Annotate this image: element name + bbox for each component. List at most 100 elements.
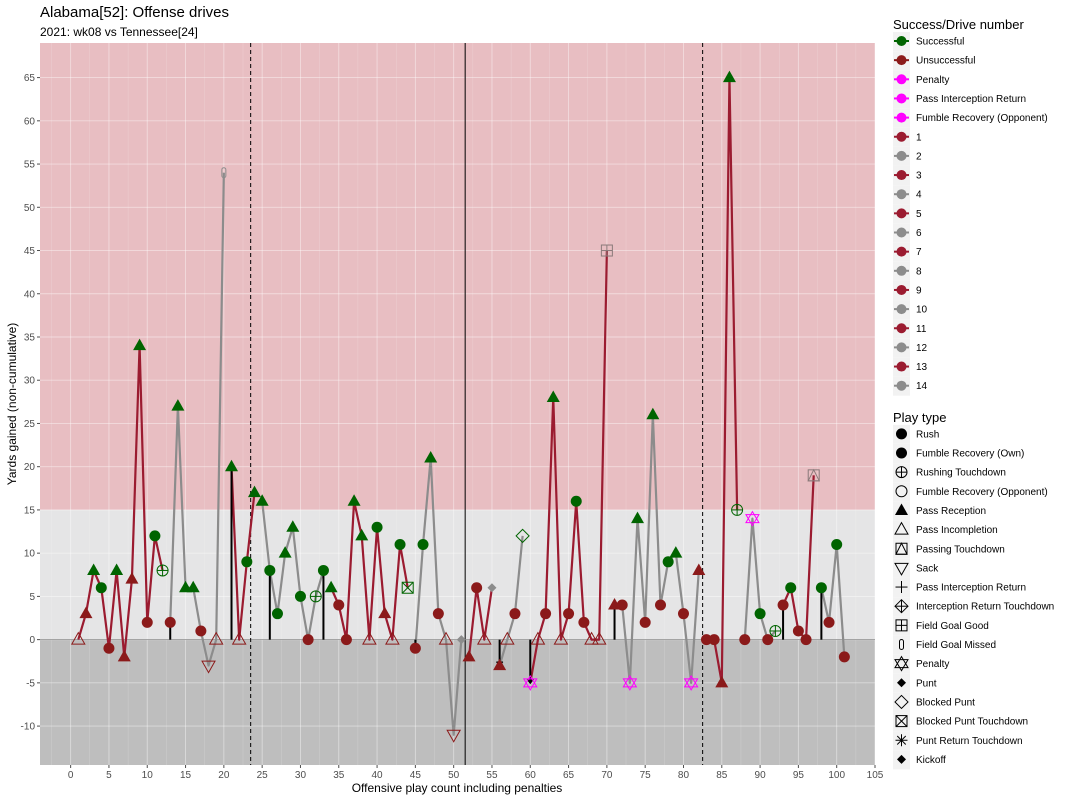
play-marker	[164, 616, 176, 628]
marker-shape	[302, 634, 314, 646]
legend-key-marker	[896, 428, 907, 440]
play-marker	[700, 634, 712, 646]
x-tick-label: 60	[525, 770, 537, 781]
legend-item-label: 3	[916, 171, 922, 182]
marker-shape	[340, 634, 352, 646]
legend-item-label: Kickoff	[916, 755, 946, 766]
play-marker	[563, 608, 575, 620]
marker-shape	[777, 599, 789, 611]
legend-key-marker	[896, 246, 907, 257]
y-tick-label: -5	[26, 678, 35, 689]
marker-shape	[800, 634, 812, 646]
marker-shape	[722, 70, 736, 83]
legend-item-label: Punt Return Touchdown	[916, 736, 1023, 747]
legend-key-marker	[896, 189, 907, 200]
legend-item-label: 6	[916, 228, 922, 239]
marker-shape	[894, 694, 909, 710]
marker-shape	[897, 678, 906, 688]
y-tick-label: 30	[24, 376, 36, 387]
marker-shape	[639, 616, 651, 628]
marker-shape	[271, 608, 283, 620]
x-tick-label: 80	[678, 770, 690, 781]
legend-item-label: Interception Return Touchdown	[916, 602, 1054, 613]
play-marker	[622, 674, 638, 691]
marker-shape	[241, 556, 253, 568]
legend-item-label: 8	[916, 266, 922, 277]
marker-shape	[471, 582, 483, 594]
play-marker	[631, 511, 645, 524]
play-marker	[553, 631, 569, 645]
legend-item-label: Passing Touchdown	[916, 544, 1005, 555]
background-band	[40, 639, 875, 765]
play-marker	[362, 631, 377, 645]
play-marker	[692, 563, 706, 575]
marker-shape	[896, 735, 907, 745]
drive-3-line	[230, 466, 256, 641]
marker-shape	[264, 564, 276, 576]
legend-key-marker	[894, 694, 909, 710]
play-marker	[462, 649, 476, 662]
x-tick-label: 50	[448, 770, 460, 781]
legend-item-label: Pass Interception Return	[916, 583, 1026, 594]
play-marker	[722, 70, 736, 83]
play-marker	[156, 564, 169, 577]
x-tick-label: 90	[755, 770, 767, 781]
y-tick-label: 55	[24, 160, 36, 171]
play-marker	[800, 634, 812, 646]
play-marker	[669, 546, 683, 558]
marker-shape	[79, 606, 93, 619]
marker-shape	[631, 511, 645, 524]
legend-key-marker	[894, 655, 909, 672]
marker-shape	[278, 546, 292, 558]
play-marker	[509, 608, 521, 620]
legend-key-marker	[895, 466, 908, 479]
play-marker	[530, 631, 546, 645]
marker-shape	[424, 451, 438, 463]
marker-shape	[578, 616, 590, 628]
play-marker	[186, 580, 200, 593]
play-marker	[70, 631, 86, 645]
marker-shape	[487, 583, 497, 593]
legend-key-marker	[896, 265, 907, 276]
play-marker	[493, 658, 507, 671]
y-tick-label: 40	[24, 289, 36, 300]
marker-shape	[432, 608, 444, 620]
drive-8-line	[498, 535, 524, 666]
legend-item-label: 11	[916, 324, 927, 335]
y-tick-label: 60	[24, 116, 36, 127]
x-tick-label: 55	[486, 770, 498, 781]
x-tick-label: 85	[716, 770, 728, 781]
legend-key-bg	[893, 635, 910, 655]
legend-item-label: 7	[916, 247, 922, 258]
play-marker	[302, 634, 314, 646]
drive-14-line	[820, 543, 846, 657]
marker-shape	[141, 616, 153, 628]
legend-title: Success/Drive number	[893, 17, 1024, 32]
legend-key-marker	[896, 74, 907, 85]
legend-item-label: Pass Incompletion	[916, 525, 998, 536]
marker-shape	[70, 631, 86, 645]
play-marker	[432, 608, 444, 620]
play-marker	[103, 642, 115, 654]
marker-shape	[894, 655, 909, 669]
marker-shape	[347, 494, 361, 506]
play-marker	[785, 582, 797, 594]
legend-item-label: Punt	[916, 678, 937, 689]
legend-item-label: Fumble Recovery (Own)	[916, 449, 1024, 460]
play-marker	[471, 582, 483, 594]
y-axis-title: Yards gained (non-cumulative)	[5, 323, 19, 486]
x-tick-label: 35	[333, 770, 345, 781]
marker-shape	[133, 338, 147, 351]
play-marker	[662, 556, 674, 568]
play-marker	[456, 635, 466, 645]
play-marker	[739, 634, 751, 646]
legend-key-marker	[896, 131, 907, 142]
marker-shape	[896, 447, 907, 459]
marker-shape	[417, 539, 429, 551]
marker-shape	[355, 528, 369, 541]
marker-shape	[493, 658, 507, 671]
play-marker	[522, 674, 538, 691]
legend-key-marker	[895, 619, 908, 632]
play-marker	[823, 616, 835, 628]
